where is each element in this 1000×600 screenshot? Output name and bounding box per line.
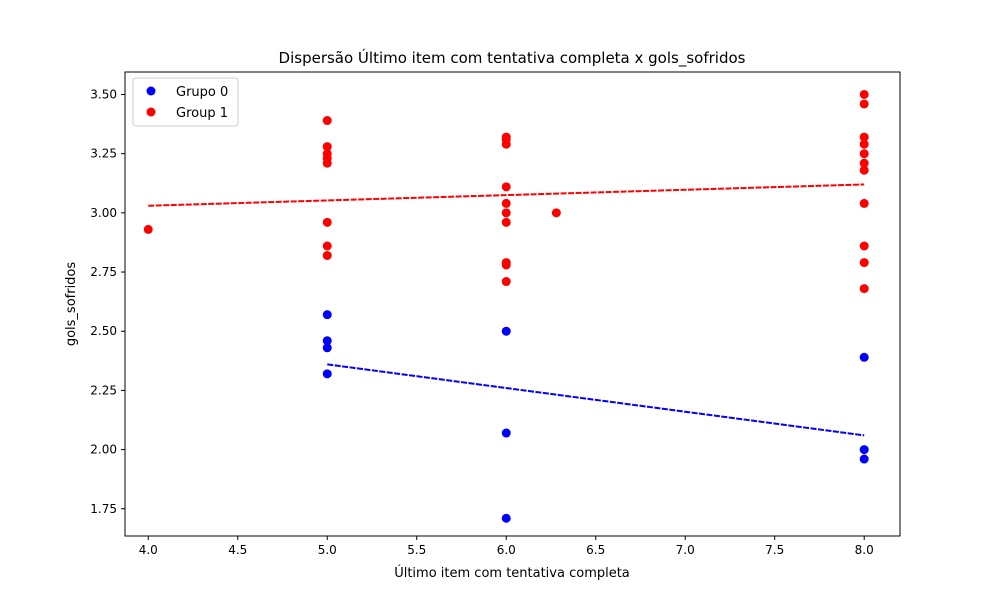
data-point-series-1-8 [322,250,332,260]
data-point-series-0-4 [501,326,511,336]
data-point-series-1-18 [501,277,511,287]
data-point-series-1-19 [551,208,561,218]
data-point-series-1-0 [143,224,153,234]
data-point-series-1-12 [501,182,511,192]
y-tick-label-7: 3.50 [90,87,117,101]
data-point-series-0-0 [322,310,332,320]
x-tick-label-0: 4.0 [139,543,158,557]
data-point-series-1-25 [859,158,869,168]
data-point-series-1-21 [859,99,869,109]
x-tick-label-1: 4.5 [228,543,247,557]
data-point-series-1-5 [322,158,332,168]
y-tick-label-0: 1.75 [90,502,117,516]
y-tick-label-2: 2.25 [90,383,117,397]
data-point-series-0-6 [501,513,511,523]
data-point-series-1-22 [859,132,869,142]
data-point-series-1-1 [322,116,332,126]
trend-line-series-1 [148,183,865,207]
data-point-series-1-15 [501,217,511,227]
x-tick-label-4: 6.0 [497,543,516,557]
data-point-series-1-14 [501,208,511,218]
x-tick-label-8: 8.0 [855,543,874,557]
x-tick-label-6: 7.0 [676,543,695,557]
data-point-series-1-13 [501,198,511,208]
y-tick-label-4: 2.75 [90,265,117,279]
x-tick-label-5: 6.5 [586,543,605,557]
data-point-series-1-23 [859,139,869,149]
legend-box [132,77,239,127]
y-tick-label-5: 3.00 [90,206,117,220]
data-point-series-1-24 [859,149,869,159]
legend-label-series-0: Grupo 0 [176,85,228,100]
legend-label-series-1: Group 1 [176,106,228,121]
data-point-series-1-28 [859,241,869,251]
data-point-series-1-2 [322,142,332,152]
data-point-series-1-29 [859,258,869,268]
data-point-series-0-3 [322,369,332,379]
y-axis-label: gols_sofridos [64,262,79,347]
data-point-series-1-30 [859,284,869,294]
axes-frame [124,71,901,537]
legend: Grupo 0 Group 1 [132,77,239,127]
y-tick-label-6: 3.25 [90,147,117,161]
data-point-series-0-1 [322,336,332,346]
data-point-series-1-7 [322,241,332,251]
data-point-series-1-11 [501,139,511,149]
data-point-series-0-5 [501,428,511,438]
x-tick-label-7: 7.5 [765,543,784,557]
data-point-series-1-17 [501,260,511,270]
x-axis-label: Último item com tentativa completa [394,565,630,581]
x-tick-label-2: 5.0 [318,543,337,557]
y-tick-label-3: 2.50 [90,324,117,338]
data-point-series-0-7 [859,352,869,362]
data-point-series-1-20 [859,89,869,99]
chart-title: Dispersão Último item com tentativa comp… [279,48,746,68]
data-point-series-1-26 [859,165,869,175]
x-tick-label-3: 5.5 [407,543,426,557]
y-tick-label-1: 2.00 [90,443,117,457]
trend-line-series-0 [327,363,865,437]
data-point-series-0-9 [859,454,869,464]
data-point-series-1-6 [322,217,332,227]
plot-area: 4.0 4.5 5.0 5.5 6.0 6.5 7.0 7.5 8.0 1.75 2.00 2.25 2… [90,71,901,557]
legend-marker-series-1 [146,107,156,117]
data-point-series-0-2 [322,343,332,353]
legend-marker-series-0 [146,86,156,96]
data-point-series-0-8 [859,445,869,455]
data-point-series-1-27 [859,198,869,208]
